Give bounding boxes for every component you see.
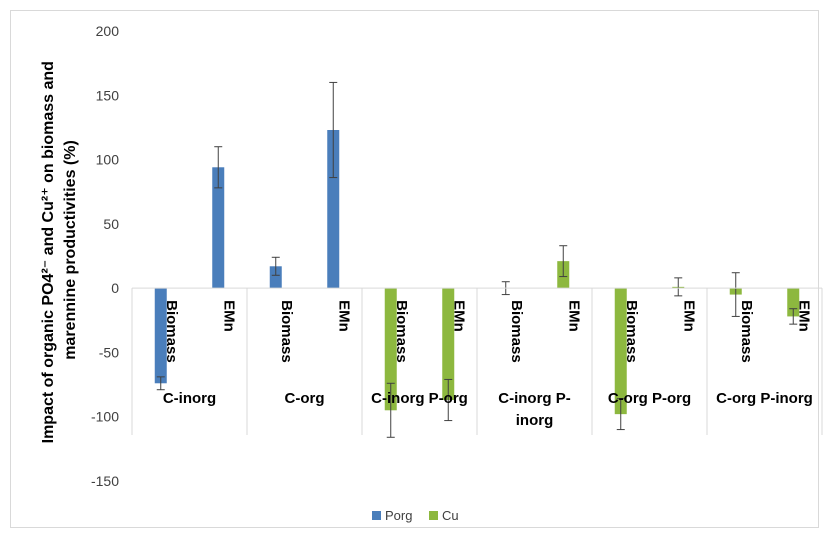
bar-cu (442, 288, 455, 400)
sub-category-label: EMn (220, 300, 237, 332)
y-axis-ticks: 200 150 100 50 0 -50 -100 -150 (91, 23, 119, 489)
bars (154, 130, 800, 415)
sub-category-label: EMn (565, 300, 582, 332)
error-bar (616, 398, 625, 431)
bar-cu (614, 288, 627, 415)
sub-category-label: EMn (450, 300, 467, 332)
error-bar (156, 376, 165, 391)
legend-label-cu: Cu (442, 508, 459, 523)
chart-frame (10, 10, 819, 528)
sub-category-label: EMn (335, 300, 352, 332)
y-tick-label: -100 (91, 409, 119, 425)
group-label: C-inorg P- (498, 390, 571, 407)
sub-category-label: EMn (795, 300, 812, 332)
sub-category-label: Biomass (738, 300, 755, 363)
error-bar (731, 272, 740, 317)
category-axis: Biomass EMn C-inorg Biomass EMn C-org Biomass E… (131, 287, 823, 435)
legend-label-porg: Porg (385, 508, 412, 523)
bar-cu (384, 288, 397, 411)
y-tick-label: 200 (96, 23, 120, 39)
error-bar (559, 245, 568, 278)
error-bar (789, 308, 798, 325)
error-bar (329, 81, 338, 179)
y-tick-label: 150 (96, 87, 120, 103)
legend-swatch-porg (372, 511, 381, 520)
legend-swatch-cu (429, 511, 438, 520)
y-axis-title-line-1: Impact of organic PO4²⁻ and Cu²⁺ on biom… (40, 61, 57, 443)
y-tick-label: 100 (96, 152, 120, 168)
group-label: C-inorg (163, 390, 216, 407)
error-bars (156, 81, 798, 438)
bar-porg (212, 167, 225, 289)
bar-porg (327, 130, 340, 289)
sub-category-label: Biomass (393, 300, 410, 363)
group-label: C-org (285, 390, 325, 407)
y-tick-label: 50 (103, 216, 119, 232)
bar-cu (787, 288, 800, 317)
bar-porg (269, 266, 282, 289)
error-bar (386, 382, 395, 438)
sub-category-label: Biomass (508, 300, 525, 363)
y-tick-label: 0 (111, 280, 119, 296)
sub-category-label: Biomass (163, 300, 180, 363)
error-bar (271, 256, 280, 276)
error-bar (214, 146, 223, 189)
error-bar (444, 378, 453, 422)
y-tick-label: -50 (99, 344, 119, 360)
y-axis-title: Impact of organic PO4²⁻ and Cu²⁺ on biom… (40, 57, 79, 444)
error-bar (674, 277, 683, 297)
group-label: inorg (516, 412, 554, 429)
legend: Porg Cu (372, 508, 459, 523)
sub-category-label: Biomass (278, 300, 295, 363)
y-axis-title-line-2: marennine productivities (%) (62, 140, 79, 360)
group-label: C-org P-inorg (716, 390, 813, 407)
bar-porg (154, 288, 167, 384)
sub-category-label: EMn (680, 300, 697, 332)
group-label: C-inorg P-org (371, 390, 468, 407)
y-tick-label: -150 (91, 473, 119, 489)
sub-category-label: Biomass (623, 300, 640, 363)
group-label: C-org P-org (608, 390, 691, 407)
